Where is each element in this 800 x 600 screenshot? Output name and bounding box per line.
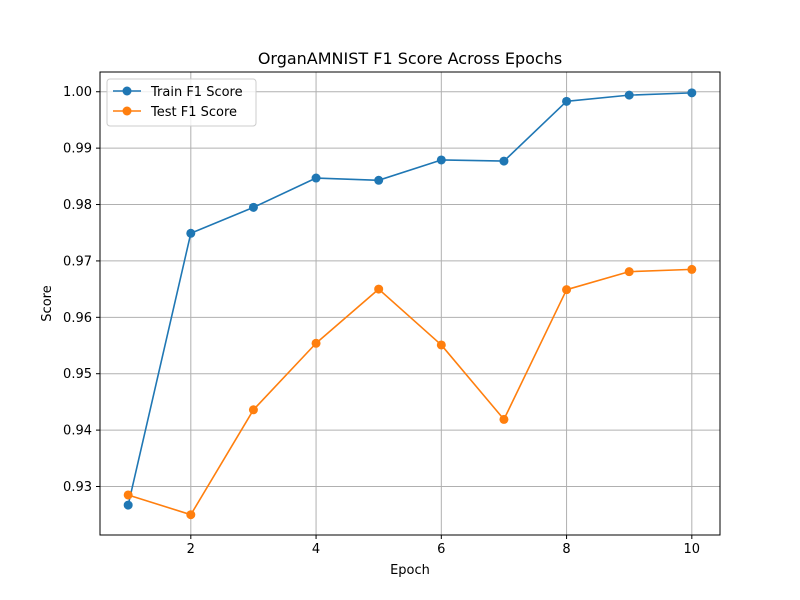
data-point-train [687,88,697,98]
data-point-test [624,267,634,277]
x-tick-label: 10 [684,542,701,557]
data-point-train [374,175,384,185]
legend-marker-test [122,106,132,116]
data-point-train [436,155,446,165]
x-axis-label: Epoch [390,563,430,578]
x-tick-label: 8 [562,542,570,557]
data-point-train [499,156,509,166]
data-point-test [499,414,509,424]
data-point-test [123,490,133,500]
data-point-train [562,96,572,106]
y-tick-label: 0.93 [63,480,92,495]
data-point-train [248,202,258,212]
series-layer [123,88,697,520]
ticks: 2 4 6 8 10 0.93 0.94 0.95 0.96 0.97 0.98 0.99 1.00 [63,85,700,557]
data-point-test [186,510,196,520]
data-point-test [687,264,697,274]
data-point-train [123,500,133,510]
data-point-train [311,173,321,183]
y-tick-label: 1.00 [63,85,92,100]
data-point-train [186,228,196,238]
legend-label-test: Test F1 Score [150,105,237,120]
series-line-test [127,268,692,516]
legend-marker-train [122,86,132,96]
y-tick-label: 0.95 [63,367,92,382]
x-tick-label: 4 [312,542,320,557]
legend-box [106,78,257,127]
y-tick-label: 0.98 [63,198,92,213]
x-tick-label: 6 [437,542,445,557]
data-point-train [624,90,634,100]
data-point-test [562,285,572,295]
y-tick-label: 0.94 [63,424,92,439]
legend: Train F1 Score Test F1 Score [106,78,257,127]
data-point-test [248,405,258,415]
legend-label-train: Train F1 Score [150,85,243,100]
chart-title: OrganAMNIST F1 Score Across Epochs [258,49,562,68]
data-point-test [311,338,321,348]
y-tick-label: 0.99 [63,142,92,157]
y-tick-label: 0.97 [63,254,92,269]
data-point-test [436,340,446,350]
y-tick-label: 0.96 [63,311,92,326]
grid [100,72,720,535]
plot-frame [99,71,721,536]
series-line-train [127,92,692,506]
data-point-test [374,284,384,294]
y-axis-label: Score [40,285,55,321]
x-tick-label: 2 [187,542,195,557]
